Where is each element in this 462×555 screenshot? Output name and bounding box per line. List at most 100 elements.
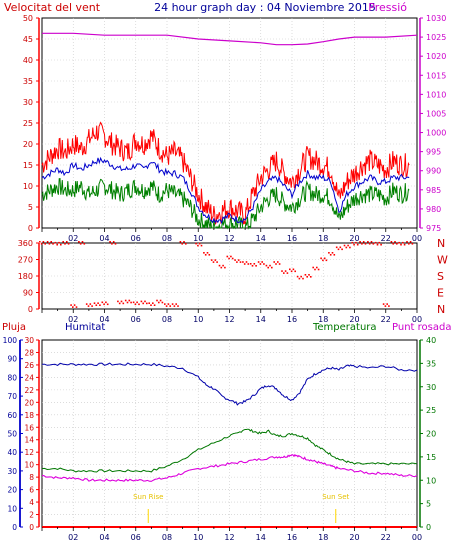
- rain-y-tick-label: 0: [29, 523, 34, 532]
- wind-direction-point: [333, 254, 336, 256]
- wind-direction-point: [261, 261, 263, 263]
- wind-direction-point: [316, 266, 318, 269]
- wind-direction-point: [138, 303, 140, 306]
- wind-direction-point: [103, 303, 105, 306]
- wind-direction-point: [277, 261, 279, 263]
- wind-direction-point: [56, 243, 58, 246]
- wind-direction-point: [355, 241, 357, 244]
- wind-direction-point: [398, 241, 400, 244]
- wind-direction-point: [267, 266, 269, 269]
- wind-direction-point: [239, 261, 242, 263]
- wind-direction-point: [75, 306, 78, 308]
- wind-direction-point: [273, 261, 275, 263]
- wind-direction-point: [81, 241, 84, 243]
- wind-direction-point: [275, 263, 277, 265]
- compass-label-w: W: [437, 254, 448, 267]
- climate-x-tick-label: 22: [381, 533, 391, 542]
- wind-direction-point: [386, 303, 388, 305]
- wind-direction-point: [117, 300, 119, 303]
- temperature-y-tick-label: 35: [426, 359, 436, 368]
- wind-direction-point: [376, 243, 379, 246]
- wind-speed-title: Velocitat del vent: [4, 1, 101, 14]
- rain-y-tick-label: 10: [24, 461, 34, 470]
- wind-average-series: [41, 156, 410, 225]
- compass-label-n: N: [437, 237, 445, 250]
- humidity-y-tick-label: 0: [12, 523, 17, 532]
- wind-direction-point: [368, 243, 371, 245]
- pressure-y-tick-label: 1010: [426, 90, 446, 99]
- wind-direction-point: [40, 243, 43, 245]
- wind-direction-point: [85, 303, 88, 305]
- wind-direction-point: [64, 243, 66, 245]
- wind-direction-point: [286, 272, 289, 274]
- pressure-y-tick-label: 1000: [426, 129, 446, 138]
- wind-direction-point: [323, 257, 326, 260]
- climate-x-tick-label: 18: [318, 533, 328, 542]
- wind-direction-point: [62, 241, 64, 243]
- wind-direction-point: [83, 243, 86, 245]
- wind-direction-point: [73, 304, 76, 306]
- wind-speed-y-tick-label: 40: [23, 56, 33, 65]
- wind-direction-point: [144, 300, 146, 303]
- wind-direction-point: [42, 241, 45, 243]
- wind-direction-point: [150, 304, 152, 306]
- wind-direction-point: [367, 241, 369, 243]
- climate-x-tick-label: 10: [193, 533, 203, 542]
- wind-direction-point: [122, 302, 125, 305]
- wind-pressure-x-tick-label: 16: [287, 234, 297, 243]
- wind-direction-point: [197, 244, 199, 247]
- wind-direction-point: [411, 243, 414, 245]
- temperature-y-tick-label: 40: [426, 336, 436, 345]
- wind-pressure-x-tick-label: 02: [68, 234, 78, 243]
- pressure-y-tick-label: 980: [426, 205, 441, 214]
- climate-x-tick-label: 06: [131, 533, 141, 542]
- wind-direction-point: [341, 248, 343, 251]
- wind-direction-x-tick-label: 18: [318, 315, 328, 324]
- wind-direction-point: [126, 301, 129, 304]
- wind-direction-point: [317, 268, 320, 271]
- climate-x-tick-label: 04: [99, 533, 109, 542]
- wind-direction-point: [388, 305, 390, 307]
- wind-direction-point: [312, 266, 314, 269]
- wind-direction-point: [289, 268, 291, 271]
- wind-direction-point: [403, 243, 406, 246]
- wind-direction-y-tick-label: 360: [18, 239, 33, 248]
- wind-direction-point: [99, 304, 101, 306]
- wind-direction-point: [294, 270, 296, 273]
- wind-speed-y-tick-label: 10: [23, 182, 33, 191]
- wind-direction-point: [220, 266, 223, 269]
- temperature-y-tick-label: 20: [426, 430, 436, 439]
- wind-speed-y-tick-label: 5: [28, 203, 33, 212]
- wind-direction-point: [161, 301, 164, 304]
- rain-y-tick-label: 4: [29, 498, 34, 507]
- rain-y-tick-label: 28: [24, 348, 34, 357]
- wind-pressure-x-tick-label: 06: [131, 234, 141, 243]
- wind-direction-point: [251, 265, 254, 267]
- rain-title: Pluja: [2, 322, 26, 333]
- wind-direction-point: [130, 301, 132, 304]
- temperature-y-tick-label: 10: [426, 476, 436, 485]
- compass-label-n: N: [437, 303, 445, 316]
- wind-direction-point: [106, 303, 109, 306]
- wind-pressure-x-tick-label: 20: [349, 234, 359, 243]
- graph-date-title: 24 hour graph day : 04 Noviembre 2015: [154, 1, 376, 14]
- wind-direction-point: [308, 274, 310, 276]
- wind-direction-point: [66, 241, 68, 243]
- wind-direction-point: [249, 263, 252, 265]
- wind-direction-point: [243, 263, 246, 265]
- wind-direction-point: [218, 264, 221, 267]
- wind-direction-point: [70, 304, 72, 306]
- wind-direction-point: [132, 301, 135, 304]
- wind-direction-point: [136, 301, 138, 304]
- wind-direction-point: [140, 300, 143, 303]
- wind-direction-point: [283, 272, 285, 274]
- pressure-y-tick-label: 1025: [426, 33, 446, 42]
- wind-direction-point: [112, 241, 115, 243]
- climate-x-tick-label: 00: [412, 533, 422, 542]
- rain-y-tick-label: 8: [29, 473, 34, 482]
- wind-direction-point: [306, 276, 308, 278]
- wind-direction-point: [374, 241, 377, 244]
- wind-direction-point: [165, 305, 168, 307]
- wind-direction-point: [236, 261, 238, 263]
- wind-direction-point: [396, 243, 398, 245]
